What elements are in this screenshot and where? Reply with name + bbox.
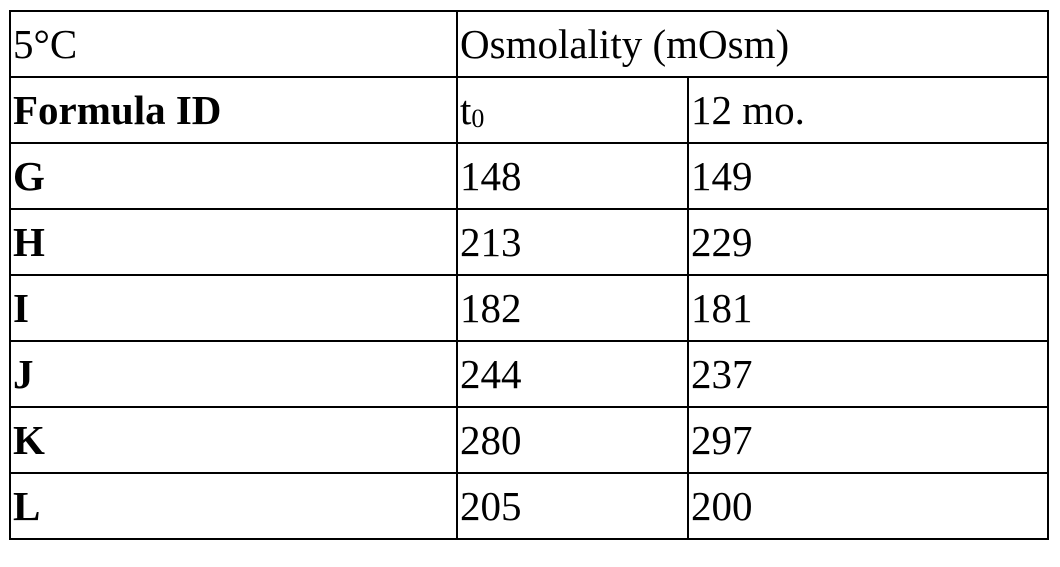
formula-id-cell: I <box>10 275 457 341</box>
table-row: I 182 181 <box>10 275 1048 341</box>
header-row-sub: Formula ID t0 12 mo. <box>10 77 1048 143</box>
measure-header-cell: Osmolality (mOsm) <box>457 11 1048 77</box>
table-row: H 213 229 <box>10 209 1048 275</box>
month12-value-cell: 237 <box>688 341 1048 407</box>
osmolality-table: 5°C Osmolality (mOsm) Formula ID t0 12 m… <box>9 10 1049 540</box>
formula-id-header: Formula ID <box>10 77 457 143</box>
formula-id-cell: L <box>10 473 457 539</box>
t0-value-cell: 205 <box>457 473 688 539</box>
t0-header: t0 <box>457 77 688 143</box>
month12-value-cell: 181 <box>688 275 1048 341</box>
formula-id-cell: G <box>10 143 457 209</box>
t0-value-cell: 244 <box>457 341 688 407</box>
temperature-cell: 5°C <box>10 11 457 77</box>
month12-value-cell: 229 <box>688 209 1048 275</box>
month12-value-cell: 149 <box>688 143 1048 209</box>
t0-value-cell: 280 <box>457 407 688 473</box>
month12-header: 12 mo. <box>688 77 1048 143</box>
month12-value-cell: 200 <box>688 473 1048 539</box>
table-row: L 205 200 <box>10 473 1048 539</box>
formula-id-cell: H <box>10 209 457 275</box>
t0-value-cell: 213 <box>457 209 688 275</box>
formula-id-cell: K <box>10 407 457 473</box>
table-row: G 148 149 <box>10 143 1048 209</box>
table-row: K 280 297 <box>10 407 1048 473</box>
t0-base: t <box>460 87 471 133</box>
header-row-top: 5°C Osmolality (mOsm) <box>10 11 1048 77</box>
t0-value-cell: 148 <box>457 143 688 209</box>
month12-value-cell: 297 <box>688 407 1048 473</box>
formula-id-cell: J <box>10 341 457 407</box>
t0-subscript: 0 <box>471 104 484 133</box>
table-row: J 244 237 <box>10 341 1048 407</box>
t0-value-cell: 182 <box>457 275 688 341</box>
